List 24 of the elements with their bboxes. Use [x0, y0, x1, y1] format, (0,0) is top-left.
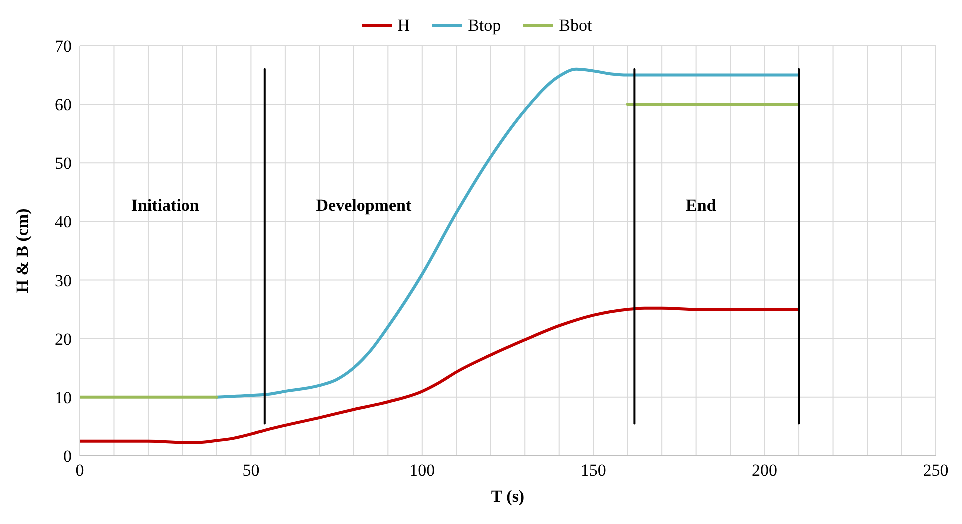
- x-axis-title: T (s): [491, 487, 525, 506]
- x-tick-label: 250: [923, 461, 949, 480]
- y-tick-label: 0: [64, 447, 72, 466]
- legend-label: Btop: [468, 16, 502, 36]
- y-tick-label: 50: [55, 154, 72, 174]
- legend-label: H: [398, 16, 410, 36]
- y-tick-label: 60: [55, 96, 72, 115]
- x-tick-label: 100: [410, 461, 436, 480]
- legend-label: Bbot: [559, 16, 592, 36]
- y-tick-label: 10: [55, 388, 72, 408]
- annotation: Initiation: [131, 196, 200, 216]
- x-tick-label: 0: [76, 461, 84, 480]
- y-tick-label: 70: [55, 37, 72, 56]
- annotation: Development: [316, 196, 412, 216]
- x-tick-label: 150: [580, 461, 606, 480]
- y-tick-label: 40: [55, 212, 72, 232]
- x-tick-label: 50: [242, 461, 260, 480]
- line-series: [80, 306, 801, 444]
- x-tick-label: 200: [752, 461, 778, 480]
- y-tick-label: 30: [55, 271, 72, 290]
- line-series: [215, 68, 801, 399]
- y-tick-label: 20: [55, 330, 72, 349]
- y-axis-title: H & B (cm): [13, 208, 32, 294]
- annotation: End: [686, 196, 717, 216]
